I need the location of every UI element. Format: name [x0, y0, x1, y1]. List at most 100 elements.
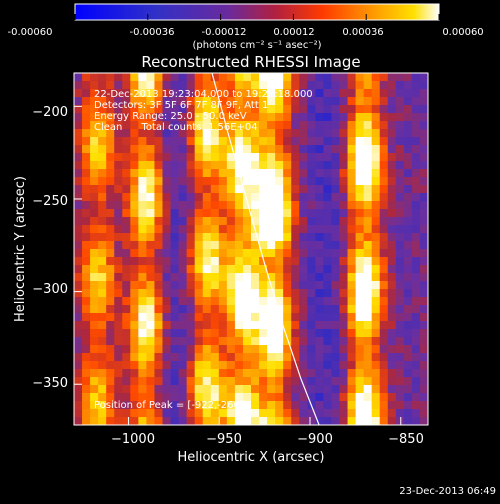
heatmap-cell [82, 225, 91, 234]
heatmap-cell [74, 113, 83, 122]
heatmap-cell [234, 225, 244, 234]
heatmap-cell [355, 361, 365, 370]
heatmap-cell [259, 345, 268, 354]
heatmap-cell [226, 313, 236, 322]
heatmap-cell [210, 209, 220, 218]
heatmap-cell [355, 161, 365, 170]
heatmap-cell [411, 113, 421, 122]
heatmap-cell [387, 201, 397, 210]
heatmap-cell [106, 313, 115, 322]
heatmap-cell [170, 345, 180, 354]
heatmap-cell [403, 337, 413, 346]
heatmap-cell [331, 321, 341, 330]
heatmap-cell [114, 169, 123, 178]
heatmap-cell [339, 161, 349, 170]
heatmap-cell [379, 257, 389, 266]
heatmap-cell [275, 305, 284, 314]
heatmap-cell [259, 273, 268, 282]
heatmap-cell [202, 393, 212, 402]
heatmap-cell [307, 345, 316, 354]
heatmap-cell [291, 145, 300, 154]
heatmap-cell [218, 193, 228, 202]
heatmap-cell [339, 89, 349, 98]
heatmap-cell [114, 393, 123, 402]
heatmap-cell [186, 97, 196, 106]
heatmap-cell [371, 153, 381, 162]
heatmap-cell [267, 417, 276, 425]
heatmap-cell [242, 305, 252, 314]
heatmap-cell [339, 377, 349, 386]
heatmap-cell [307, 329, 316, 338]
heatmap-cell [259, 169, 268, 178]
heatmap-cell [363, 265, 373, 274]
heatmap-cell [138, 217, 148, 226]
heatmap-cell [90, 265, 99, 274]
heatmap-cell [379, 153, 389, 162]
heatmap-cell [90, 281, 99, 290]
heatmap-cell [122, 233, 131, 242]
heatmap-cell [154, 89, 164, 98]
heatmap-cell [146, 241, 156, 250]
heatmap-cell [170, 329, 180, 338]
heatmap-cell [323, 145, 333, 154]
heatmap-cell [411, 177, 421, 186]
heatmap-cell [106, 193, 115, 202]
heatmap-cell [331, 401, 341, 410]
heatmap-cell [202, 417, 212, 425]
heatmap-cell [347, 217, 357, 226]
heatmap-cell [226, 113, 236, 122]
heatmap-cell [98, 305, 107, 314]
heatmap-cell [186, 193, 196, 202]
heatmap-cell [379, 377, 389, 386]
plot-annotations: 22-Dec-2013 19:23:04.000 to 19:27:18.000… [94, 89, 313, 411]
heatmap-cell [90, 305, 99, 314]
heatmap-cell [315, 281, 325, 290]
heatmap-cell [218, 169, 228, 178]
heatmap-cell [202, 137, 212, 146]
heatmap-cell [106, 281, 115, 290]
heatmap-cell [387, 217, 397, 226]
heatmap-cell [363, 193, 373, 202]
heatmap-cell [234, 113, 244, 122]
heatmap-cell [259, 305, 268, 314]
heatmap-cell [186, 281, 196, 290]
heatmap-cell [226, 297, 236, 306]
heatmap-cell [218, 153, 228, 162]
heatmap-cell [347, 361, 357, 370]
heatmap-cell [234, 81, 244, 90]
heatmap-cell [234, 137, 244, 146]
heatmap-cell [395, 297, 405, 306]
heatmap-cell [98, 217, 107, 226]
heatmap-cell [291, 225, 300, 234]
heatmap-cell [395, 89, 405, 98]
heatmap-cell [146, 385, 156, 394]
heatmap-cell [331, 289, 341, 298]
heatmap-cell [98, 385, 107, 394]
heatmap-cell [419, 393, 428, 402]
heatmap-cell [138, 81, 148, 90]
heatmap-cell [162, 265, 172, 274]
heatmap-cell [218, 105, 228, 114]
heatmap-cell [331, 353, 341, 362]
heatmap-cell [218, 257, 228, 266]
heatmap-cell [98, 409, 107, 418]
heatmap-cell [146, 353, 156, 362]
heatmap-cell [315, 105, 325, 114]
heatmap-cell [331, 209, 341, 218]
heatmap-cell [299, 81, 308, 90]
heatmap-cell [283, 97, 292, 106]
heatmap-cell [283, 417, 292, 425]
heatmap-cell [387, 241, 397, 250]
heatmap-cell [130, 377, 139, 386]
heatmap-cell [106, 289, 115, 298]
heatmap-cell [323, 321, 333, 330]
heatmap-cell [411, 353, 421, 362]
heatmap-cell [170, 321, 180, 330]
heatmap-cell [170, 129, 180, 138]
heatmap-cell [170, 105, 180, 114]
heatmap-cell [411, 265, 421, 274]
heatmap-cell [315, 417, 325, 425]
heatmap-cell [267, 177, 276, 186]
heatmap-cell [130, 137, 139, 146]
heatmap-cell [98, 137, 107, 146]
